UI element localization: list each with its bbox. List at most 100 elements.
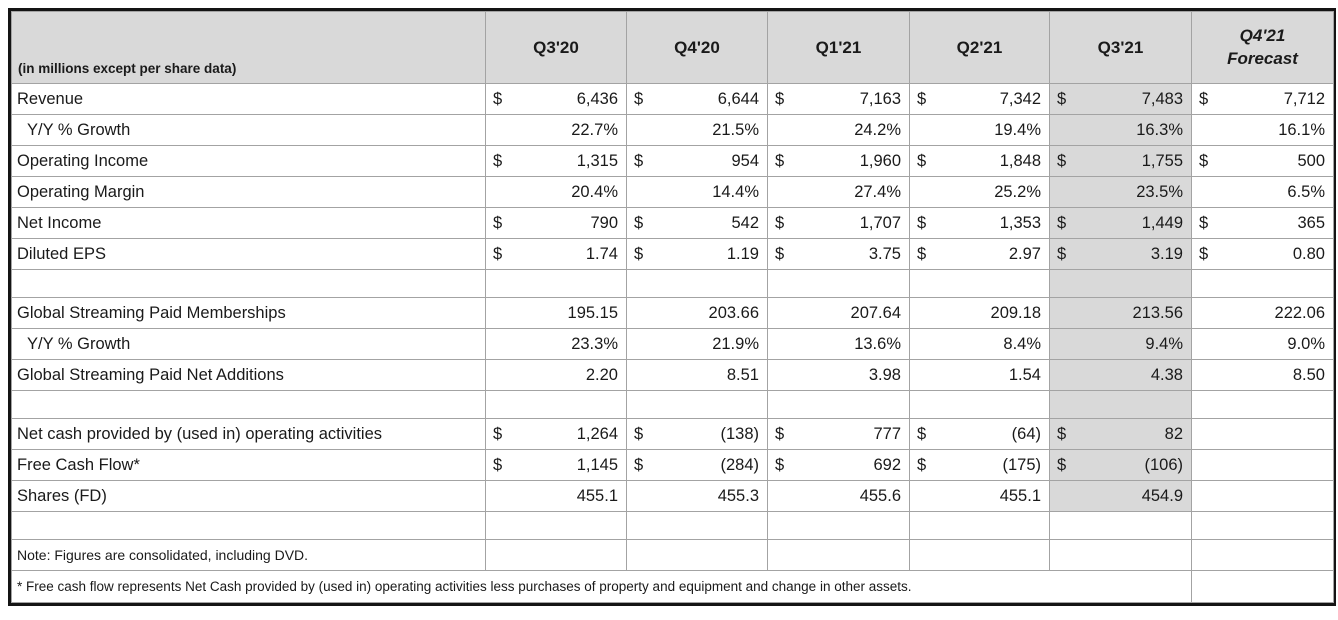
cell-number: 692	[873, 455, 901, 474]
dollar-sign: $	[493, 244, 503, 263]
cell-number: 1.19	[726, 244, 759, 263]
cell-number: (138)	[720, 424, 759, 443]
dollar-sign: $	[775, 151, 785, 170]
empty-cell	[1191, 480, 1334, 512]
dollar-sign: $	[493, 455, 503, 474]
money-cell: $1,848	[911, 151, 1049, 171]
column-header-q3-20: Q3'20	[485, 11, 627, 84]
dollar-sign: $	[1057, 424, 1067, 443]
cell-value: 3.98	[767, 359, 910, 391]
header-row: (in millions except per share data) Q3'2…	[11, 11, 1334, 84]
cell-number: (106)	[1144, 455, 1183, 474]
table-row: Operating Margin 20.4% 14.4% 27.4% 25.2% 23.5…	[11, 176, 1334, 208]
cell-number: 1,848	[999, 151, 1041, 170]
cell-number: 3.75	[868, 244, 901, 263]
column-header-q2-21: Q2'21	[909, 11, 1050, 84]
dollar-sign: $	[775, 244, 785, 263]
dollar-sign: $	[1199, 89, 1209, 108]
dollar-sign: $	[1057, 213, 1067, 232]
cell-value: 8.4%	[909, 328, 1050, 360]
empty-cell	[909, 539, 1050, 571]
cell-value: $1,264	[485, 418, 627, 450]
money-cell: $542	[628, 214, 767, 233]
dollar-sign: $	[917, 89, 927, 108]
cell-value: 209.18	[909, 297, 1050, 329]
dollar-sign: $	[1199, 213, 1209, 232]
cell-value: 27.4%	[767, 176, 910, 208]
cell-value: 455.1	[909, 480, 1050, 512]
money-cell: $6,436	[487, 90, 626, 109]
cell-value: 195.15	[485, 297, 627, 329]
dollar-sign: $	[1057, 151, 1067, 170]
empty-cell	[1191, 511, 1334, 540]
cell-number: 1,960	[859, 151, 901, 170]
cell-value: $1,707	[767, 207, 910, 239]
cell-value: $82	[1049, 418, 1192, 450]
money-cell: $1,315	[487, 151, 626, 171]
cell-number: 777	[873, 424, 901, 443]
cell-value: $6,436	[485, 83, 627, 115]
cell-value: $7,342	[909, 83, 1050, 115]
cell-value: 8.51	[626, 359, 768, 391]
empty-cell	[485, 390, 627, 419]
empty-cell	[1191, 390, 1334, 419]
row-label	[11, 390, 486, 419]
money-cell: $954	[628, 151, 767, 171]
money-cell: $1,449	[1051, 213, 1191, 233]
cell-number: 1,315	[576, 151, 618, 170]
table-row: Revenue $6,436 $6,644 $7,163 $7,342 $7,483 $7,…	[11, 83, 1334, 115]
empty-cell	[626, 390, 768, 419]
cell-value: 21.5%	[626, 114, 768, 146]
row-label: Revenue	[11, 83, 486, 115]
empty-cell	[909, 511, 1050, 540]
dollar-sign: $	[1199, 244, 1209, 263]
money-cell: $500	[1193, 151, 1333, 171]
cell-value: $692	[767, 449, 910, 481]
dollar-sign: $	[917, 151, 927, 170]
cell-value: 14.4%	[626, 176, 768, 208]
cell-number: 7,483	[1141, 89, 1183, 108]
table-row: Operating Income $1,315 $954 $1,960 $1,848 $1…	[11, 145, 1334, 177]
cell-value: $500	[1191, 145, 1334, 177]
note-row: Note: Figures are consolidated, includin…	[11, 539, 1334, 571]
cell-value: 16.1%	[1191, 114, 1334, 146]
money-cell: $1,707	[769, 214, 909, 233]
empty-cell	[767, 511, 910, 540]
cell-value: 21.9%	[626, 328, 768, 360]
cell-number: 0.80	[1292, 244, 1325, 263]
cell-value: $ (284)	[626, 449, 768, 481]
table-row: Diluted EPS $1.74 $1.19 $3.75 $2.97 $3.19 $0.8…	[11, 238, 1334, 270]
cell-value: 25.2%	[909, 176, 1050, 208]
money-cell: $ (175)	[911, 455, 1049, 475]
cell-number: 954	[731, 151, 759, 170]
empty-cell	[626, 511, 768, 540]
dollar-sign: $	[1199, 151, 1209, 170]
cell-value: 23.5%	[1049, 176, 1192, 208]
table-row: Y/Y % Growth 23.3% 21.9% 13.6% 8.4% 9.4% 9.0%	[11, 328, 1334, 360]
dollar-sign: $	[634, 424, 644, 443]
table-body: Revenue $6,436 $6,644 $7,163 $7,342 $7,483 $7,…	[11, 83, 1334, 603]
cell-value: $3.19	[1049, 238, 1192, 270]
cell-value: $1,848	[909, 145, 1050, 177]
cell-value: $1,353	[909, 207, 1050, 239]
dollar-sign: $	[917, 455, 927, 474]
cell-value: 455.6	[767, 480, 910, 512]
corner-label: (in millions except per share data)	[11, 11, 486, 84]
row-label: Free Cash Flow*	[11, 449, 486, 481]
cell-number: 1,755	[1141, 151, 1183, 170]
cell-value: $0.80	[1191, 238, 1334, 270]
empty-cell	[767, 390, 910, 419]
dollar-sign: $	[1057, 455, 1067, 474]
footnote-text: * Free cash flow represents Net Cash pro…	[11, 570, 1192, 603]
cell-number: 7,342	[999, 89, 1041, 108]
column-header-q4-20: Q4'20	[626, 11, 768, 84]
cell-value: 9.0%	[1191, 328, 1334, 360]
dollar-sign: $	[634, 244, 644, 263]
cell-value: 13.6%	[767, 328, 910, 360]
cell-number: (284)	[720, 455, 759, 474]
table-row: Net Income $790 $542 $1,707 $1,353 $1,449 $365	[11, 207, 1334, 239]
cell-value: $365	[1191, 207, 1334, 239]
money-cell: $3.19	[1051, 245, 1191, 264]
cell-number: 7,163	[859, 89, 901, 108]
